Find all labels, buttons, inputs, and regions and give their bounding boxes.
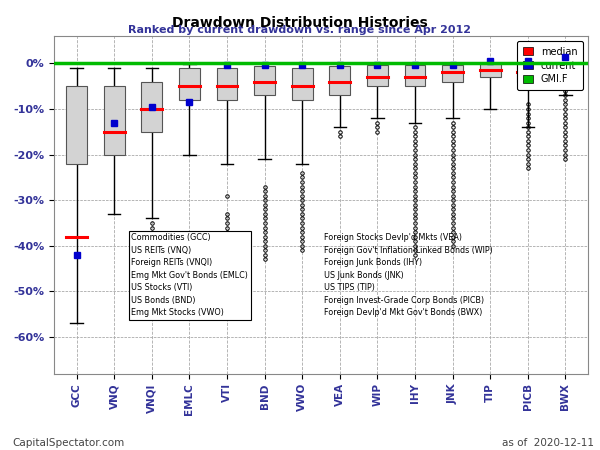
Bar xyxy=(292,68,313,100)
Bar xyxy=(66,86,87,164)
Bar xyxy=(217,68,238,100)
Bar xyxy=(555,64,576,81)
Bar xyxy=(254,66,275,95)
Bar xyxy=(517,64,538,81)
Bar xyxy=(404,65,425,86)
Bar xyxy=(142,81,162,132)
Bar xyxy=(480,64,500,77)
Bar xyxy=(179,68,200,100)
Text: Drawdown Distribution Histories: Drawdown Distribution Histories xyxy=(172,16,428,30)
Bar xyxy=(104,86,125,155)
Text: as of  2020-12-11: as of 2020-12-11 xyxy=(502,438,594,448)
Bar xyxy=(442,65,463,81)
Bar xyxy=(329,66,350,95)
Bar xyxy=(367,65,388,86)
Text: CapitalSpectator.com: CapitalSpectator.com xyxy=(12,438,124,448)
Text: Foreign Stocks Devlp'd Mkts (VEA)
Foreign Gov't Inflation-Linked Bonds (WIP)
For: Foreign Stocks Devlp'd Mkts (VEA) Foreig… xyxy=(323,234,493,317)
Legend: median, current, GMI.F: median, current, GMI.F xyxy=(517,41,583,90)
Text: Ranked by current drawdown vs. range since Apr 2012: Ranked by current drawdown vs. range sin… xyxy=(128,25,472,35)
Text: Commodities (GCC)
US REITs (VNQ)
Foreign REITs (VNQI)
Emg Mkt Gov't Bonds (EMLC): Commodities (GCC) US REITs (VNQ) Foreign… xyxy=(131,234,248,317)
